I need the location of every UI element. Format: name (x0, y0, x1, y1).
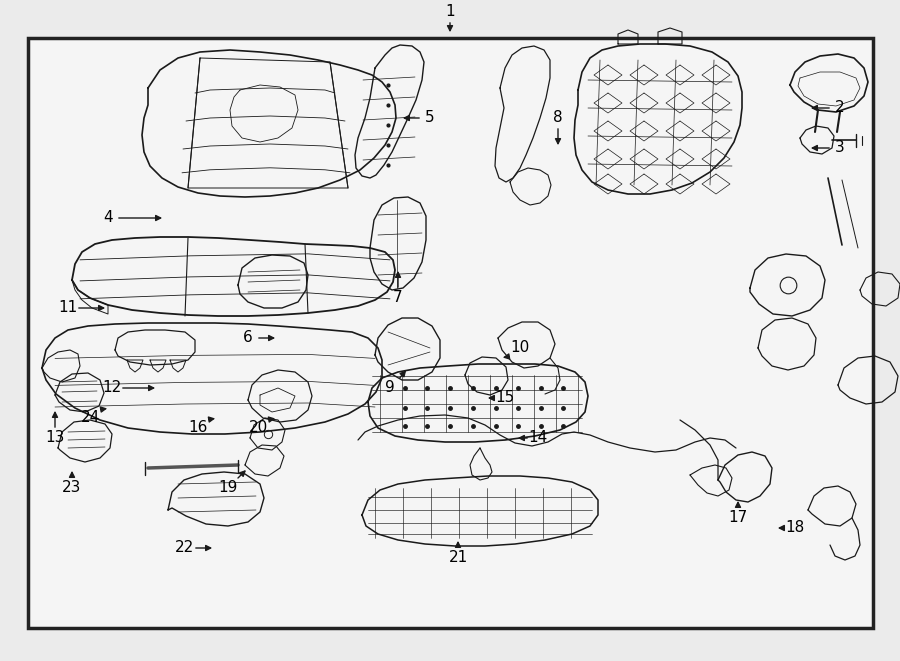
Text: 20: 20 (248, 420, 267, 436)
Text: 2: 2 (835, 100, 845, 116)
Text: 19: 19 (219, 481, 238, 496)
Bar (28, 38, 873, 628)
Text: 3: 3 (835, 141, 845, 155)
Text: 7: 7 (393, 290, 403, 305)
Text: 5: 5 (425, 110, 435, 126)
Text: 13: 13 (45, 430, 65, 446)
Text: 9: 9 (385, 381, 395, 395)
Text: 6: 6 (243, 330, 253, 346)
Text: 18: 18 (786, 520, 805, 535)
Text: 11: 11 (58, 301, 77, 315)
Text: 22: 22 (176, 541, 194, 555)
Text: 17: 17 (728, 510, 748, 525)
Text: 23: 23 (62, 481, 82, 496)
Text: 15: 15 (495, 391, 515, 405)
Text: 21: 21 (448, 551, 468, 566)
Text: 4: 4 (104, 210, 112, 225)
Text: 24: 24 (80, 410, 100, 426)
Text: 10: 10 (510, 340, 529, 356)
Text: 14: 14 (528, 430, 547, 446)
Text: 8: 8 (554, 110, 562, 126)
Text: 12: 12 (103, 381, 122, 395)
Text: 16: 16 (188, 420, 208, 436)
Text: 1: 1 (446, 5, 454, 20)
